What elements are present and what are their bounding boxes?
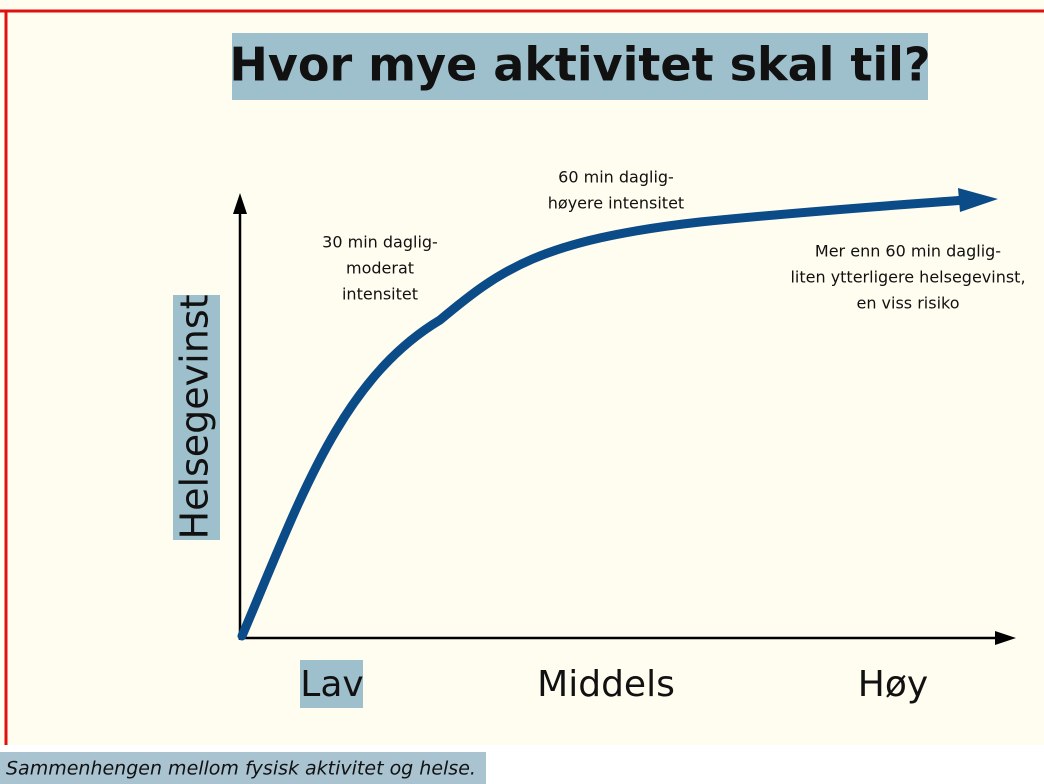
background: [0, 0, 1044, 745]
x-label-highlight: [300, 660, 363, 708]
annotation: 30 min daglig-: [322, 233, 438, 252]
y-arrow: [233, 193, 247, 214]
annotation: liten ytterligere helsegevinst,: [790, 268, 1025, 287]
y-label-highlight: [173, 295, 220, 540]
annotation: en viss risiko: [856, 294, 959, 313]
curve-arrow: [958, 188, 998, 212]
annotation: moderat: [346, 259, 414, 278]
title: Hvor mye aktivitet skal til?: [229, 38, 930, 92]
annotation: 60 min daglig-: [558, 168, 674, 187]
x-label: Lav: [300, 664, 363, 705]
x-arrow: [995, 631, 1016, 645]
annotation: høyere intensitet: [548, 194, 684, 213]
caption-highlight: [0, 752, 486, 784]
title-highlight: [232, 33, 928, 100]
annotation: intensitet: [342, 285, 418, 304]
curve: [237, 195, 970, 641]
x-label: Høy: [858, 664, 928, 705]
y-label: Helsegevinst: [173, 294, 217, 539]
x-label: Middels: [537, 664, 675, 705]
annotation: Mer enn 60 min daglig-: [815, 242, 1001, 261]
caption: Sammenhengen mellom fysisk aktivitet og …: [6, 758, 476, 780]
